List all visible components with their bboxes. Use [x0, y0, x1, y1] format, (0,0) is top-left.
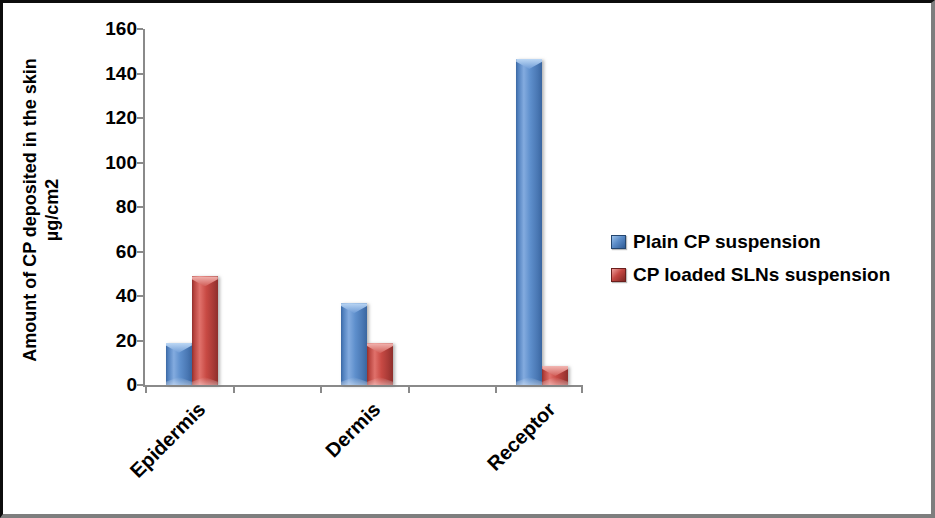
x-axis-tick-4 [495, 387, 497, 393]
x-axis-tick-1 [233, 387, 235, 393]
y-tick-label-20: 20 [81, 330, 137, 352]
y-tick-label-40: 40 [81, 285, 137, 307]
y-axis-title: Amount of CP deposited in the skin µg/cm… [19, 0, 65, 430]
legend-marker-blue-icon [611, 235, 626, 249]
bar-plain-cp-suspension-epidermis [166, 343, 192, 385]
y-tick-label-80: 80 [81, 196, 137, 218]
x-axis-tick-2 [320, 387, 322, 393]
x-axis-tick-5 [581, 387, 583, 393]
legend-item-cp-loaded-slns-suspension: CP loaded SLNs suspension [611, 264, 890, 286]
y-axis-tick-60 [137, 251, 143, 253]
y-axis-tick-0 [137, 384, 143, 386]
legend-item-plain-cp-suspension: Plain CP suspension [611, 231, 890, 253]
bar-plain-cp-suspension-receptor [516, 59, 542, 385]
x-axis-tick-3 [408, 387, 410, 393]
y-axis-tick-40 [137, 295, 143, 297]
y-axis-tick-120 [137, 117, 143, 119]
bar-plain-cp-suspension-dermis [341, 303, 367, 385]
legend: Plain CP suspension CP loaded SLNs suspen… [611, 231, 890, 297]
y-tick-label-160: 160 [81, 18, 137, 40]
y-tick-label-140: 140 [81, 63, 137, 85]
bar-cp-loaded-slns-suspension-receptor [542, 366, 568, 385]
legend-label-cp-loaded-slns-suspension: CP loaded SLNs suspension [633, 264, 890, 286]
x-category-label-dermis: Dermis [321, 398, 385, 462]
bar-cp-loaded-slns-suspension-dermis [367, 343, 393, 385]
x-category-label-receptor: Receptor [483, 398, 561, 476]
legend-label-plain-cp-suspension: Plain CP suspension [633, 231, 821, 253]
y-tick-label-60: 60 [81, 241, 137, 263]
y-axis-title-line2: µg/cm2 [41, 0, 63, 430]
x-category-label-epidermis: Epidermis [125, 398, 210, 483]
y-axis-tick-80 [137, 206, 143, 208]
y-tick-label-120: 120 [81, 107, 137, 129]
x-axis-tick-0 [145, 387, 147, 393]
y-tick-label-100: 100 [81, 152, 137, 174]
bar-cp-loaded-slns-suspension-epidermis [192, 276, 218, 385]
y-axis-title-line1: Amount of CP deposited in the skin [19, 0, 41, 430]
chart-frame: Amount of CP deposited in the skin µg/cm… [0, 0, 935, 518]
y-tick-label-0: 0 [81, 374, 137, 396]
y-axis-tick-20 [137, 340, 143, 342]
y-axis-tick-140 [137, 73, 143, 75]
y-axis-tick-160 [137, 28, 143, 30]
plot-area [143, 29, 583, 387]
y-axis-tick-100 [137, 162, 143, 164]
legend-marker-red-icon [611, 268, 626, 282]
